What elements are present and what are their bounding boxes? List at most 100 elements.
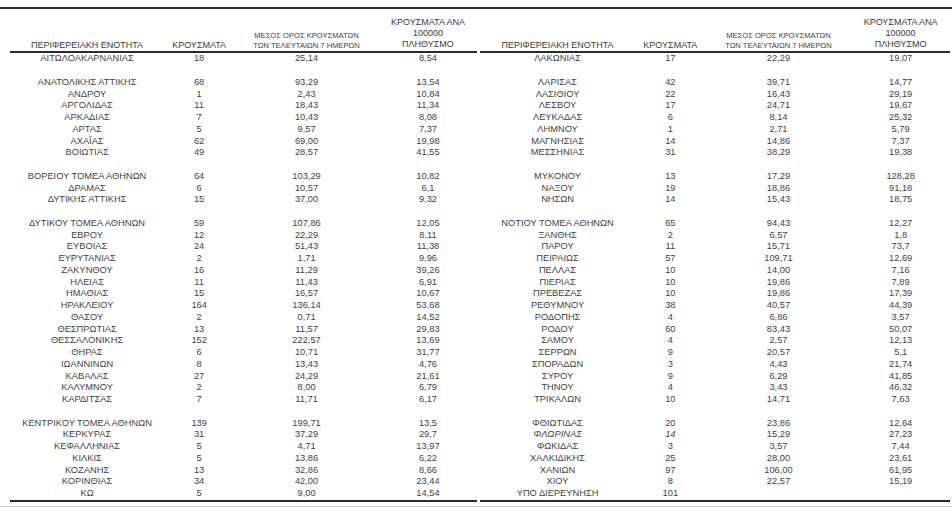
table-row: ΠΙΕΡΙΑΣ1019,867,89 [480,276,950,288]
cases-cell: 64 [164,171,234,182]
per100k-cell: 3,57 [851,312,950,323]
avg7-cell: 28,57 [234,147,379,158]
per100k-cell: 7,37 [379,124,477,135]
avg7-cell: 94,43 [706,218,852,229]
top-divider-rule [0,7,952,9]
avg7-cell: 8,00 [234,382,379,393]
avg7-cell: 18,86 [706,183,852,194]
per100k-cell: 5,79 [851,124,950,135]
per100k-cell: 13,54 [379,77,477,88]
per100k-cell: 23,44 [379,476,477,487]
table-row: ΠΡΕΒΕΖΑΣ1019,8617,39 [480,288,950,300]
table-header: ΠΕΡΙΦΕΡΕΙΑΚΗ ΕΝΟΤΗΤΑ ΚΡΟΥΣΜΑΤΑ ΜΕΣΟΣ ΟΡΟ… [480,19,950,53]
per100k-cell: 13,69 [379,335,477,346]
header-region: ΠΕΡΙΦΕΡΕΙΑΚΗ ΕΝΟΤΗΤΑ [10,40,164,50]
avg7-cell: 20,57 [706,347,852,358]
cases-cell: 2 [164,382,234,393]
cases-cell: 11 [635,241,706,252]
avg7-cell: 109,71 [706,253,852,264]
header-per100k-line1: ΚΡΟΥΣΜΑΤΑ ΑΝΑ 100000 [379,17,477,39]
avg7-cell: 17,29 [706,171,852,182]
region-cell: ΝΟΤΙΟΥ ΤΟΜΕΑ ΑΘΗΝΩΝ [480,218,635,229]
region-cell: ΠΙΕΡΙΑΣ [480,277,635,288]
table-row: ΜΥΚΟΝΟΥ1317,29128,28 [480,171,950,183]
avg7-cell: 24,29 [234,371,379,382]
cases-cell: 38 [635,300,706,311]
cases-cell: 10 [635,394,706,405]
avg7-cell: 2,57 [706,335,852,346]
avg7-cell: 10,71 [234,347,379,358]
header-avg7-line2: ΤΩΝ ΤΕΛΕΥΤΑΙΩΝ 7 ΗΜΕΡΩΝ [234,41,379,51]
cases-cell: 10 [635,277,706,288]
region-cell: ΧΑΝΙΩΝ [480,465,635,476]
avg7-cell: 6,86 [706,312,852,323]
table-row: ΑΡΓΟΛΙΔΑΣ1118,4311,34 [10,100,477,112]
avg7-cell: 22,29 [706,53,852,64]
table-row: ΙΩΑΝΝΙΝΩΝ813,434,76 [10,359,477,371]
region-cell: ΗΜΑΘΙΑΣ [10,288,164,299]
table-row: ΧΑΛΚΙΔΙΚΗΣ2528,0023,61 [480,453,950,465]
per100k-cell: 61,95 [851,465,950,476]
cases-cell: 13 [164,465,234,476]
avg7-cell: 10,57 [234,183,379,194]
table-row: ΗΛΕΙΑΣ1111,436,91 [10,276,477,288]
region-cell: ΚΕΝΤΡΙΚΟΥ ΤΟΜΕΑ ΑΘΗΝΩΝ [10,418,164,429]
avg7-cell: 107,86 [234,218,379,229]
per100k-cell: 8,08 [379,112,477,123]
avg7-cell: 18,43 [234,100,379,111]
cases-cell: 15 [164,194,234,205]
region-cell: ΕΥΡΥΤΑΝΙΑΣ [10,253,164,264]
per100k-cell: 4,76 [379,359,477,370]
per100k-cell: 19,07 [851,53,950,64]
table-row: ΛΕΥΚΑΔΑΣ68,1425,32 [480,112,950,124]
per100k-cell: 13,5 [379,418,477,429]
per100k-cell: 19,98 [379,136,477,147]
table-row: ΠΑΡΟΥ1115,7173,7 [480,241,950,253]
avg7-cell: 42,00 [234,476,379,487]
cases-cell: 5 [164,453,234,464]
region-cell: ΡΟΔΟΠΗΣ [480,312,635,323]
spacer-row [480,159,950,171]
table-row: ΚΟΡΙΝΘΙΑΣ3442,0023,44 [10,476,477,488]
cases-cell: 13 [635,171,706,182]
per100k-cell: 8,66 [379,465,477,476]
table-row: ΑΙΤΩΛΟΑΚΑΡΝΑΝΙΑΣ1825,148,54 [10,53,477,65]
table-row: ΣΠΟΡΑΔΩΝ34,4321,74 [480,359,950,371]
per100k-cell: 12,64 [851,418,950,429]
region-cell: ΑΝΔΡΟΥ [10,89,164,100]
avg7-cell: 25,14 [234,53,379,64]
table-row: ΑΡΚΑΔΙΑΣ710,438,08 [10,112,477,124]
table-row: ΔΥΤΙΚΗΣ ΑΤΤΙΚΗΣ1537,009,32 [10,194,477,206]
cases-cell: 8 [635,476,706,487]
per100k-cell: 44,39 [851,300,950,311]
per100k-cell: 12,27 [851,218,950,229]
avg7-cell: 2,71 [706,124,852,135]
table-row: ΔΥΤΙΚΟΥ ΤΟΜΕΑ ΑΘΗΝΩΝ59107,8612,05 [10,218,477,230]
per100k-cell: 19,67 [851,100,950,111]
avg7-cell: 83,43 [706,324,852,335]
region-cell: ΑΡΚΑΔΙΑΣ [10,112,164,123]
avg7-cell: 11,71 [234,394,379,405]
region-cell: ΚΕΡΚΥΡΑΣ [10,429,164,440]
cases-cell: 14 [635,194,706,205]
table-row: ΚΑΛΥΜΝΟΥ28,006,79 [10,382,477,394]
region-cell: ΛΑΚΩΝΙΑΣ [480,53,635,64]
avg7-cell: 15,71 [706,241,852,252]
per100k-cell: 7,89 [851,277,950,288]
table-row: ΠΕΛΛΑΣ1014,007,16 [480,265,950,277]
region-cell: ΖΑΚΥΝΘΟΥ [10,265,164,276]
spacer-row [10,406,477,418]
per100k-cell: 17,39 [851,288,950,299]
avg7-cell: 14,86 [706,136,852,147]
table-row: ΗΜΑΘΙΑΣ1516,5710,67 [10,288,477,300]
avg7-cell: 23,86 [706,418,852,429]
per100k-cell: 11,34 [379,100,477,111]
avg7-cell: 6,57 [706,230,852,241]
region-cell: ΜΕΣΣΗΝΙΑΣ [480,147,635,158]
per100k-cell: 9,32 [379,194,477,205]
cases-cell: 97 [635,465,706,476]
avg7-cell: 14,71 [706,394,852,405]
table-row: ΚΕΡΚΥΡΑΣ3137,2929,7 [10,429,477,441]
per100k-cell: 14,77 [851,77,950,88]
cases-cell: 4 [635,335,706,346]
